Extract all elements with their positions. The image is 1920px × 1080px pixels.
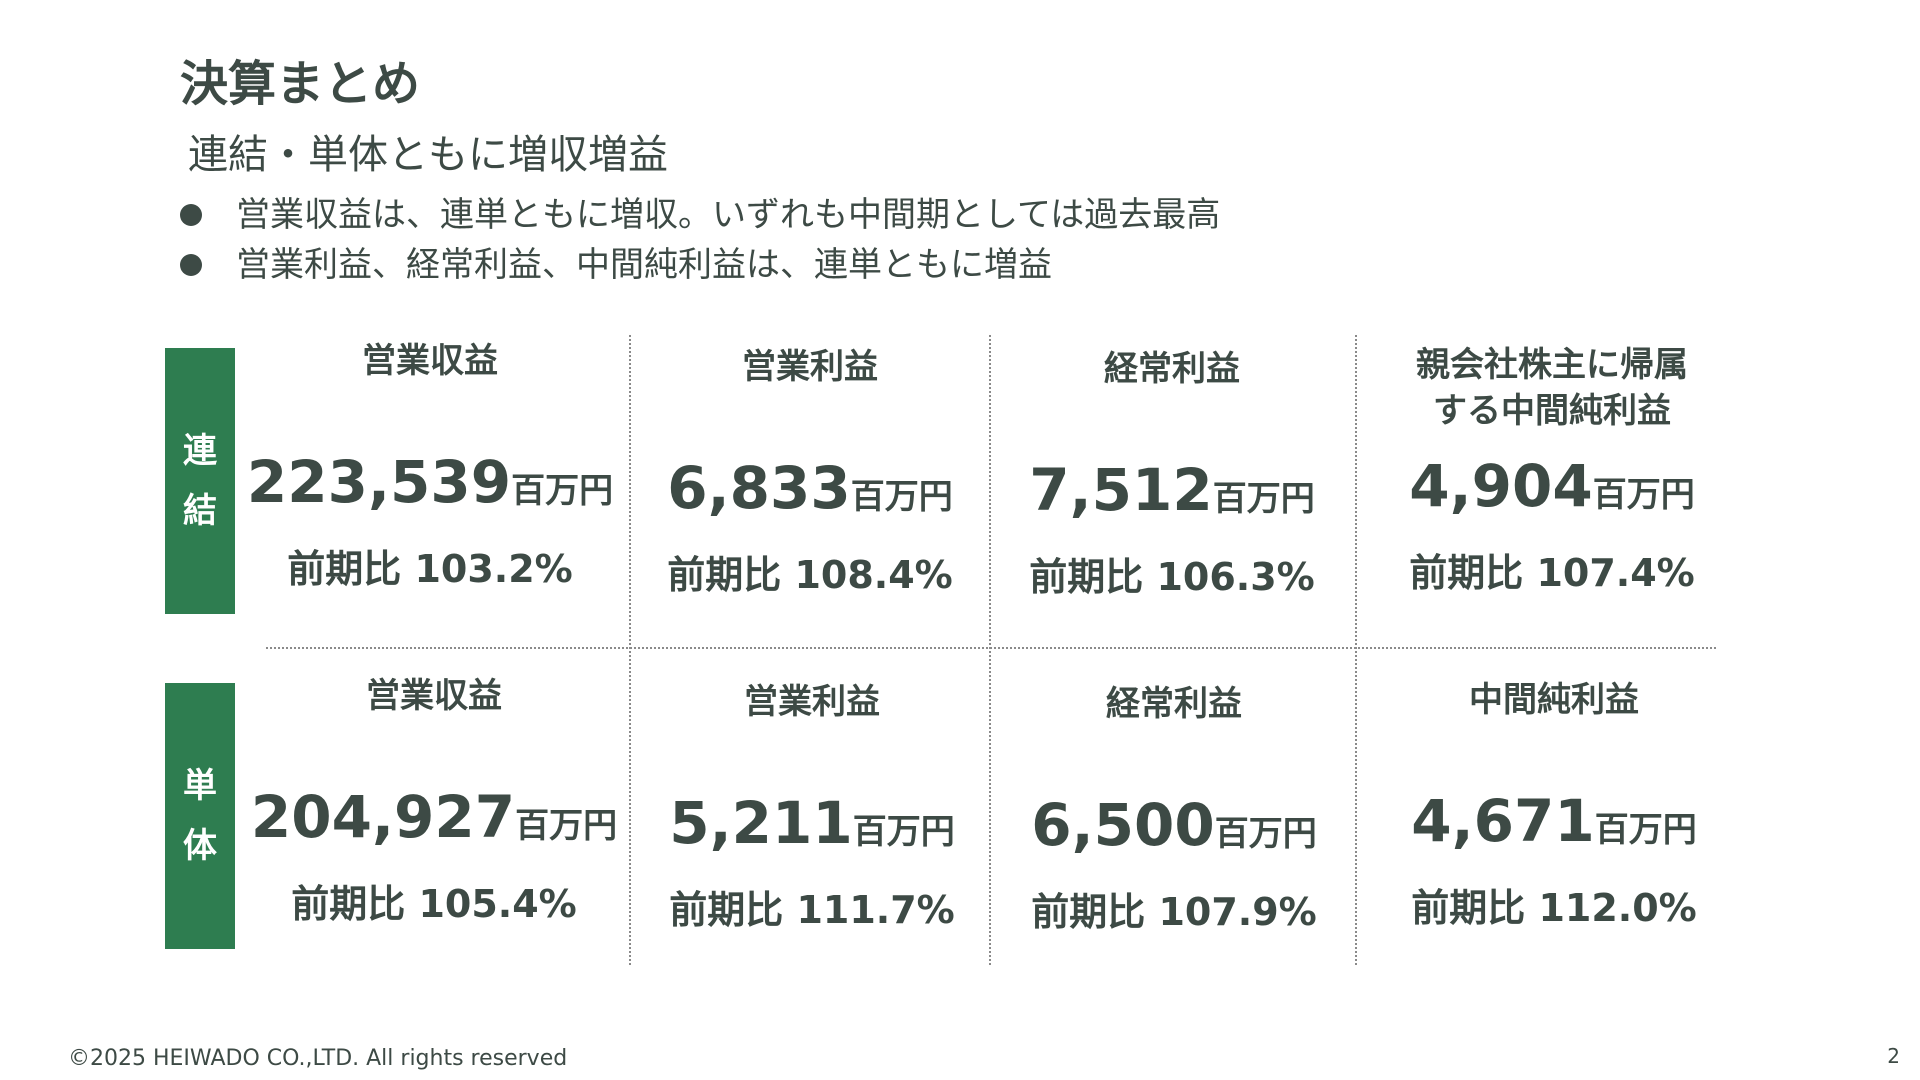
page-subtitle: 連結・単体ともに増収増益 <box>188 132 668 178</box>
bullet-text: 営業利益、経常利益、中間純利益は、連単ともに増益 <box>236 245 1052 285</box>
consolidated-tag-char: 連 <box>183 431 217 471</box>
bullet-icon <box>180 204 202 226</box>
metric-ratio: 前期比 106.3% <box>1029 555 1315 599</box>
standalone-tag-char: 体 <box>183 826 217 866</box>
metric-unit: 百万円 <box>1592 475 1695 515</box>
bullet-item: 営業利益、経常利益、中間純利益は、連単ともに増益 <box>180 240 1220 290</box>
metric-unit: 百万円 <box>515 806 618 846</box>
metric-value: 6,833百万円 <box>620 454 1000 522</box>
metric-number: 6,500 <box>1031 791 1215 859</box>
metric-ratio: 前期比 112.0% <box>1411 886 1697 930</box>
consolidated-tag-char: 結 <box>183 491 217 531</box>
metric-value: 223,539百万円 <box>240 448 620 516</box>
standalone-tag-char: 単 <box>183 766 217 806</box>
metric-ratio: 前期比 103.2% <box>287 547 573 591</box>
metric-label: 経常利益 <box>1106 684 1242 724</box>
metric-value: 204,927百万円 <box>244 783 624 851</box>
metric-label: 営業利益 <box>742 347 878 387</box>
metric-number: 223,539 <box>246 448 512 516</box>
metric-number: 4,671 <box>1411 787 1595 855</box>
metric-number: 4,904 <box>1409 452 1593 520</box>
bullet-item: 営業収益は、連単ともに増収。いずれも中間期としては過去最高 <box>180 190 1220 240</box>
metric-label: 営業収益 <box>366 676 502 716</box>
consolidated-net-income-cell: 親会社株主に帰属 する中間純利益 4,904百万円 前期比 107.4% <box>1362 342 1742 597</box>
consolidated-ordinary-profit-cell: 経常利益 7,512百万円 前期比 106.3% <box>982 346 1362 601</box>
column-divider <box>629 335 631 965</box>
consolidated-tag: 連 結 <box>165 348 235 614</box>
column-divider <box>989 335 991 965</box>
metric-label: 営業利益 <box>744 682 880 722</box>
standalone-net-income-cell: 中間純利益 4,671百万円 前期比 112.0% <box>1364 677 1744 932</box>
metric-unit: 百万円 <box>852 812 955 852</box>
metric-ratio: 前期比 111.7% <box>669 888 955 932</box>
standalone-ordinary-profit-cell: 経常利益 6,500百万円 前期比 107.9% <box>984 681 1364 936</box>
metric-unit: 百万円 <box>1212 479 1315 519</box>
copyright-footer: ©2025 HEIWADO CO.,LTD. All rights reserv… <box>68 1046 568 1071</box>
metric-ratio: 前期比 107.9% <box>1031 890 1317 934</box>
metric-unit: 百万円 <box>511 471 614 511</box>
standalone-tag: 単 体 <box>165 683 235 949</box>
metric-unit: 百万円 <box>1594 810 1697 850</box>
page-title: 決算まとめ <box>180 56 421 112</box>
summary-bullets: 営業収益は、連単ともに増収。いずれも中間期としては過去最高 営業利益、経常利益、… <box>180 190 1220 290</box>
column-divider <box>1355 335 1357 965</box>
standalone-operating-profit-cell: 営業利益 5,211百万円 前期比 111.7% <box>622 679 1002 934</box>
metric-unit: 百万円 <box>1214 814 1317 854</box>
metric-value: 6,500百万円 <box>984 791 1364 859</box>
metric-number: 204,927 <box>250 783 516 851</box>
metric-ratio: 前期比 108.4% <box>667 553 953 597</box>
metric-value: 4,904百万円 <box>1362 452 1742 520</box>
consolidated-revenue-cell: 営業収益 223,539百万円 前期比 103.2% <box>240 338 620 593</box>
bullet-text: 営業収益は、連単ともに増収。いずれも中間期としては過去最高 <box>236 195 1221 235</box>
metric-value: 7,512百万円 <box>982 456 1362 524</box>
standalone-revenue-cell: 営業収益 204,927百万円 前期比 105.4% <box>244 673 624 928</box>
metric-label: 経常利益 <box>1104 349 1240 389</box>
metric-number: 7,512 <box>1029 456 1213 524</box>
metric-label: 親会社株主に帰属 する中間純利益 <box>1416 345 1688 431</box>
metric-number: 6,833 <box>667 454 851 522</box>
metric-ratio: 前期比 105.4% <box>291 882 577 926</box>
consolidated-operating-profit-cell: 営業利益 6,833百万円 前期比 108.4% <box>620 344 1000 599</box>
bullet-icon <box>180 254 202 276</box>
metric-label: 中間純利益 <box>1469 680 1639 720</box>
metric-value: 4,671百万円 <box>1364 787 1744 855</box>
metric-value: 5,211百万円 <box>622 789 1002 857</box>
metric-unit: 百万円 <box>850 477 953 517</box>
metric-number: 5,211 <box>669 789 853 857</box>
page-number: 2 <box>1887 1044 1900 1068</box>
metric-label: 営業収益 <box>362 341 498 381</box>
row-divider <box>266 647 1716 649</box>
metric-ratio: 前期比 107.4% <box>1409 551 1695 595</box>
